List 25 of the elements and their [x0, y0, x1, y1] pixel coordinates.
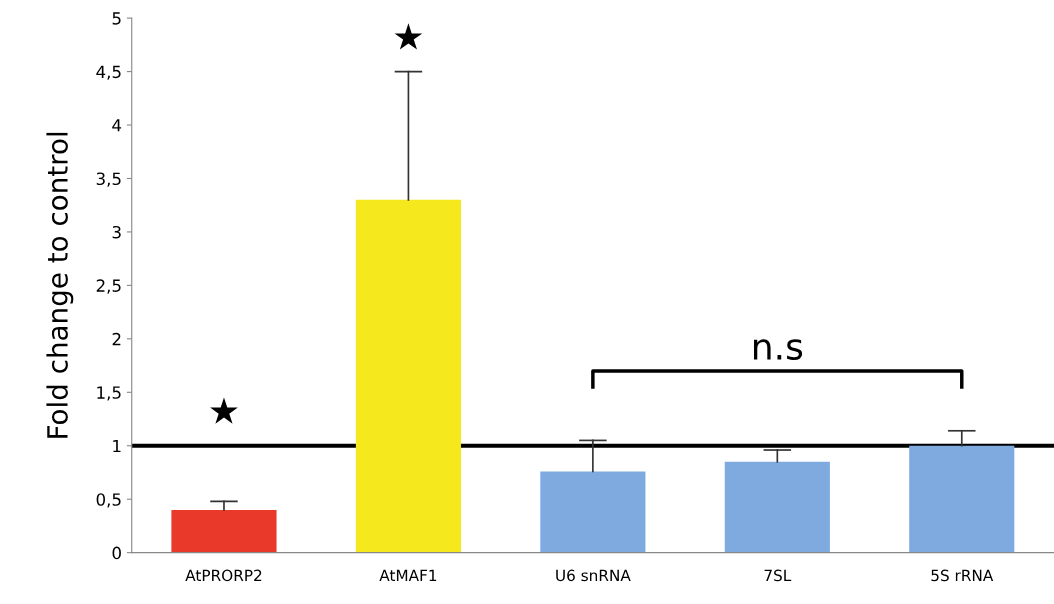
x-tick-label: U6 snRNA: [556, 569, 631, 582]
y-tick-label: 3: [112, 225, 121, 239]
x-tick-label: 5S rRNA: [931, 569, 994, 582]
y-tick-label: 3,5: [96, 172, 121, 187]
y-tick-label: 2,5: [96, 279, 121, 294]
y-tick-label: 2: [112, 332, 121, 346]
bar: [355, 199, 461, 553]
y-tick-label: 0,5: [96, 493, 121, 508]
y-tick-label: 1: [113, 439, 121, 453]
y-axis-title: Fold change to control: [46, 132, 74, 438]
y-tick-label: 0: [112, 546, 121, 560]
y-tick-label: 4,5: [96, 65, 121, 80]
bar: [171, 509, 277, 553]
y-tick-label: 4: [112, 119, 122, 132]
bar: [909, 445, 1015, 553]
x-tick-label: AtPRORP2: [185, 569, 262, 582]
bar: [540, 471, 646, 553]
x-tick-label: 7SL: [764, 569, 792, 582]
annotation: ★: [394, 23, 423, 50]
x-tick-label: AtMAF1: [379, 569, 437, 581]
bar: [724, 461, 830, 553]
y-tick-label: 5: [112, 12, 121, 25]
annotation: n.s: [754, 339, 803, 361]
y-tick-label: 1,5: [97, 386, 121, 401]
annotation: ★: [210, 397, 238, 424]
